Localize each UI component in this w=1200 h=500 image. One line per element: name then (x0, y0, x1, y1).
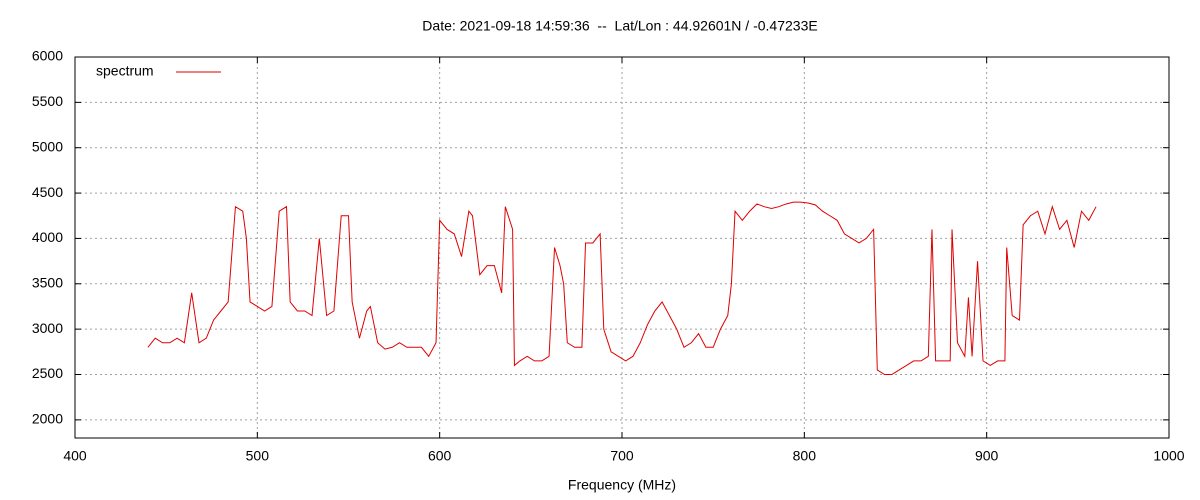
y-tick-label: 3000 (32, 320, 63, 336)
x-tick-label: 600 (428, 448, 452, 464)
x-tick-label: 500 (246, 448, 270, 464)
x-tick-label: 700 (610, 448, 634, 464)
y-tick-label: 4500 (32, 184, 63, 200)
x-axis-label: Frequency (MHz) (568, 477, 676, 493)
plot-frame (74, 56, 1170, 439)
x-tick-label: 900 (975, 448, 999, 464)
y-tick-label: 5000 (32, 138, 63, 154)
y-tick-label: 5500 (32, 93, 63, 109)
y-tick-label: 6000 (32, 48, 63, 64)
legend-label: spectrum (96, 63, 154, 79)
x-tick-label: 400 (63, 448, 87, 464)
chart-title: Date: 2021-09-18 14:59:36 -- Lat/Lon : 4… (422, 18, 817, 34)
y-tick-label: 2500 (32, 365, 63, 381)
x-tick-label: 1000 (1153, 448, 1184, 464)
y-tick-label: 4000 (32, 229, 63, 245)
y-tick-label: 3500 (32, 274, 63, 290)
spectrum-line (147, 201, 1097, 375)
x-tick-label: 800 (793, 448, 817, 464)
y-tick-label: 2000 (32, 411, 63, 427)
